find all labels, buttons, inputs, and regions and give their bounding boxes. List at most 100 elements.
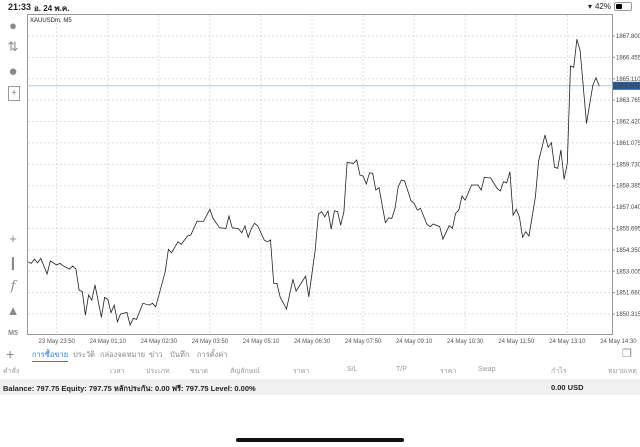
data-point xyxy=(292,278,294,280)
y-tick-label: 1855.695 xyxy=(616,226,640,232)
x-tick-label: 24 May 11:50 xyxy=(498,339,535,345)
data-point xyxy=(314,249,316,251)
data-point xyxy=(401,179,402,181)
data-point xyxy=(461,195,463,197)
data-point xyxy=(432,223,434,225)
data-point xyxy=(295,290,297,292)
orders-table-header: คำสั่ง เวลา ประเภท ขนาด สัญลักษณ์ ราคา S… xyxy=(0,364,640,378)
data-point xyxy=(88,294,89,296)
data-point xyxy=(212,218,214,219)
data-point xyxy=(586,122,587,124)
data-point xyxy=(563,178,565,180)
tab-news[interactable]: ข่าว xyxy=(149,350,163,359)
data-point xyxy=(56,264,58,266)
data-point xyxy=(560,149,562,151)
col-swap[interactable]: Swap xyxy=(478,366,496,373)
data-point xyxy=(72,265,73,267)
data-point xyxy=(267,241,268,243)
col-comment[interactable]: หมายเหตุ xyxy=(608,368,637,375)
new-document-icon[interactable]: + xyxy=(8,86,20,101)
wifi-icon: ▾ xyxy=(587,2,592,11)
data-point xyxy=(251,228,252,229)
price-chart[interactable]: 1867.800 1866.455 1865.110 1863.765 1862.420… xyxy=(0,0,640,346)
data-point xyxy=(458,209,460,211)
left-toolbar: ● ⇅ ● + + ❙ f ▲ M5 xyxy=(0,14,26,344)
data-point xyxy=(321,211,322,213)
tab-history[interactable]: ประวัติ xyxy=(73,350,95,359)
col-profit[interactable]: กำไร xyxy=(551,368,567,375)
data-point xyxy=(391,218,393,219)
data-point xyxy=(203,221,204,222)
data-point xyxy=(567,163,568,164)
data-point xyxy=(241,232,243,234)
home-indicator[interactable] xyxy=(236,438,404,442)
data-point xyxy=(484,177,485,178)
data-point xyxy=(187,235,188,237)
data-point xyxy=(394,208,396,209)
data-point xyxy=(515,209,517,210)
data-point xyxy=(490,177,492,179)
indicator-f-icon[interactable]: f xyxy=(10,278,16,294)
tab-trade[interactable]: การซื้อขาย xyxy=(32,349,69,362)
status-time: 21:33 xyxy=(8,2,32,12)
col-order[interactable]: คำสั่ง xyxy=(3,368,20,375)
tab-journal[interactable]: บันทึก xyxy=(170,350,190,359)
tab-settings[interactable]: การตั้งค่า xyxy=(197,350,228,359)
data-point xyxy=(318,213,319,215)
data-point xyxy=(598,85,600,87)
chart-frame xyxy=(27,14,613,335)
data-point xyxy=(477,184,479,186)
timeframe-button[interactable]: M5 xyxy=(8,329,18,337)
data-point xyxy=(279,296,281,298)
data-point xyxy=(107,299,109,300)
col-volume[interactable]: ขนาด xyxy=(190,368,209,375)
data-point xyxy=(46,273,48,275)
data-point xyxy=(503,181,504,182)
col-type[interactable]: ประเภท xyxy=(146,368,170,375)
shapes-icon[interactable]: ▲ xyxy=(6,302,20,318)
col-sl[interactable]: S/L xyxy=(347,366,358,373)
col-price-current[interactable]: ราคา xyxy=(440,368,457,375)
data-point xyxy=(365,183,367,185)
data-point xyxy=(69,268,70,270)
data-point xyxy=(34,258,35,260)
data-point xyxy=(136,319,137,320)
data-point xyxy=(324,216,326,218)
data-point xyxy=(522,237,523,238)
data-point xyxy=(171,252,172,254)
data-point xyxy=(378,187,380,188)
y-tick-label: 1865.110 xyxy=(616,77,640,83)
plus-icon[interactable]: + xyxy=(6,346,15,362)
data-point xyxy=(209,209,211,210)
data-point xyxy=(404,180,405,182)
y-tick-label: 1859.730 xyxy=(616,162,640,168)
window-layout-icon[interactable]: ❐ xyxy=(622,348,632,360)
col-price[interactable]: ราคา xyxy=(293,368,310,375)
data-point xyxy=(37,262,38,264)
data-point xyxy=(113,304,115,306)
data-point xyxy=(337,211,338,213)
data-point xyxy=(155,306,156,308)
data-point xyxy=(496,188,498,189)
col-symbol[interactable]: สัญลักษณ์ xyxy=(230,368,260,375)
crosshair-icon[interactable]: + xyxy=(9,230,17,246)
candlestick-icon[interactable]: ❙ xyxy=(7,255,19,270)
data-point xyxy=(388,217,389,219)
chat-icon[interactable]: ● xyxy=(8,62,18,80)
data-point xyxy=(177,241,179,243)
data-point xyxy=(91,299,93,301)
data-point xyxy=(104,297,105,298)
y-tick-label: 1858.385 xyxy=(616,184,640,190)
account-icon[interactable]: ● xyxy=(9,17,17,33)
trade-arrows-icon[interactable]: ⇅ xyxy=(7,39,19,54)
y-tick-label: 1850.315 xyxy=(616,312,640,318)
data-point xyxy=(362,175,364,177)
col-time[interactable]: เวลา xyxy=(110,368,125,375)
x-tick-label: 24 May 13:10 xyxy=(549,339,586,345)
tab-mailbox[interactable]: กล่องจดหมาย xyxy=(100,350,146,359)
data-point xyxy=(247,237,249,238)
col-tp[interactable]: T/P xyxy=(396,366,407,373)
data-point xyxy=(254,223,255,224)
data-point xyxy=(547,147,549,148)
data-point xyxy=(196,220,198,222)
